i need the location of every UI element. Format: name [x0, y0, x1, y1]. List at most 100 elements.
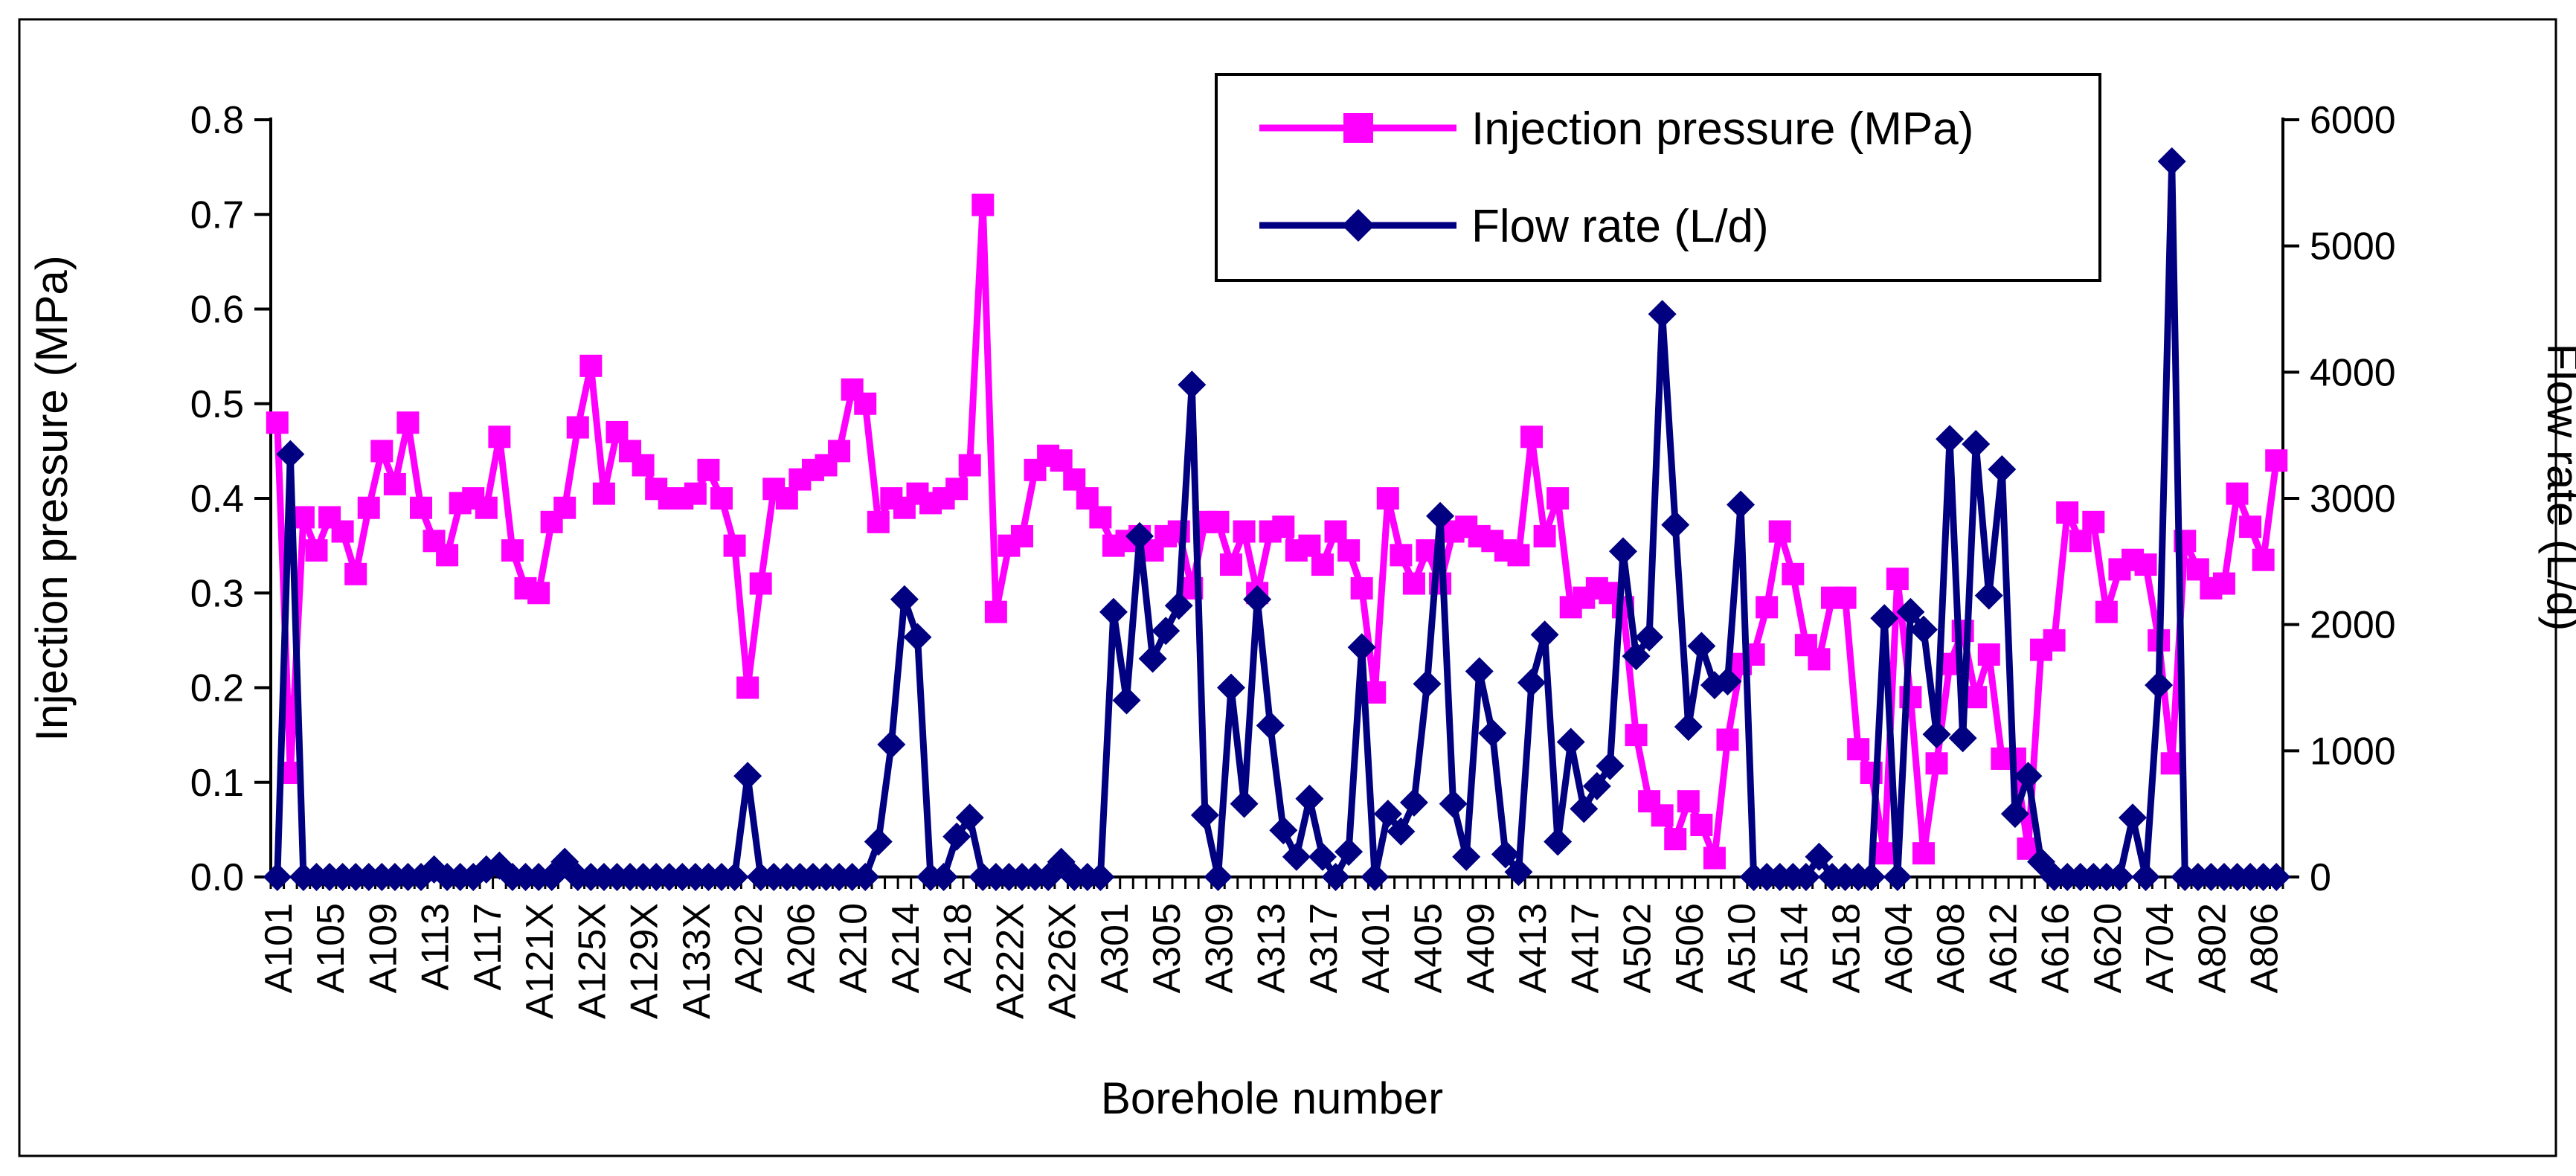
flow-marker — [1256, 711, 1285, 740]
pressure-marker — [1965, 686, 1988, 709]
pressure-marker — [1546, 487, 1570, 510]
x-axis-tick-label: A506 — [1668, 903, 1712, 993]
left-axis-tick-label: 0.5 — [190, 383, 244, 426]
flow-marker — [1805, 842, 1834, 871]
flow-marker — [1204, 863, 1233, 891]
pressure-marker — [1977, 643, 2000, 666]
pressure-marker — [475, 496, 498, 519]
pressure-marker — [1311, 553, 1334, 576]
x-axis-tick-label: A604 — [1878, 903, 1921, 993]
pressure-marker — [1886, 568, 1909, 591]
pressure-marker — [945, 478, 969, 501]
flow-marker — [851, 863, 880, 891]
flow-marker — [1452, 842, 1481, 871]
flow-marker — [877, 730, 906, 759]
flow-marker — [2262, 863, 2291, 891]
x-axis-tick-label: A305 — [1146, 903, 1189, 993]
x-axis-tick-label: A514 — [1773, 903, 1816, 993]
pressure-marker — [684, 482, 707, 505]
flow-marker — [276, 440, 305, 469]
pressure-marker — [409, 496, 432, 519]
flow-marker — [1608, 537, 1637, 566]
x-axis-tick-label: A401 — [1355, 903, 1398, 993]
flow-marker — [864, 827, 893, 856]
x-axis-tick-label: A317 — [1303, 903, 1346, 993]
pressure-marker — [1063, 468, 1086, 491]
x-axis-tick-label: A133X — [675, 903, 719, 1019]
flow-marker — [720, 863, 749, 891]
flow-marker — [1674, 713, 1703, 742]
x-axis-tick-label: A226X — [1041, 903, 1085, 1019]
flow-marker — [1948, 724, 1977, 753]
pressure-marker — [1782, 562, 1805, 585]
pressure-marker — [2186, 558, 2209, 581]
pressure-marker — [501, 539, 524, 562]
right-axis-tick-label: 5000 — [2310, 225, 2396, 269]
flow-marker — [1361, 863, 1390, 891]
x-axis-tick-label: A301 — [1093, 903, 1137, 993]
pressure-marker — [1834, 586, 1857, 609]
x-axis-tick-label: A612 — [1982, 903, 2025, 993]
flow-marker — [1870, 604, 1899, 633]
flow-marker — [1517, 668, 1546, 697]
flow-marker — [2105, 863, 2134, 891]
flow-marker — [929, 863, 958, 891]
pressure-marker — [1768, 520, 1791, 543]
x-axis-tick-label: A620 — [2087, 903, 2130, 993]
pressure-marker — [1233, 520, 1256, 543]
x-axis-tick-label: A101 — [257, 903, 301, 993]
x-axis-tick-label: A214 — [884, 903, 928, 993]
pressure-marker — [592, 482, 615, 505]
x-axis-tick-label: A409 — [1459, 903, 1503, 993]
pressure-marker — [854, 392, 877, 415]
pressure-marker — [1664, 828, 1687, 851]
pressure-marker — [1690, 814, 1713, 837]
x-axis-tick-label: A405 — [1407, 903, 1450, 993]
x-axis-tick-label: A109 — [362, 903, 405, 993]
pressure-marker — [2056, 501, 2079, 524]
flow-marker — [1347, 633, 1376, 662]
flow-marker — [1190, 800, 1219, 829]
pressure-marker — [958, 454, 981, 477]
pressure-marker — [1533, 524, 1556, 547]
pressure-marker — [828, 440, 851, 463]
flow-marker — [1570, 794, 1599, 823]
pressure-marker — [579, 354, 603, 377]
flow-marker — [1295, 784, 1324, 813]
legend-pressure-label: Injection pressure (MPa) — [1471, 103, 1973, 155]
pressure-marker — [1520, 425, 1544, 449]
left-axis-title: Injection pressure (MPa) — [27, 255, 77, 742]
flow-marker — [1152, 617, 1181, 646]
x-axis-tick-label: A210 — [832, 903, 876, 993]
x-axis-tick-label: A608 — [1930, 903, 1973, 993]
pressure-marker — [357, 496, 380, 519]
pressure-marker — [1089, 506, 1112, 529]
legend-box — [1215, 73, 2101, 282]
pressure-marker — [1925, 752, 1948, 775]
right-axis-tick-label: 0 — [2310, 856, 2331, 899]
pressure-marker — [984, 600, 1007, 623]
flow-marker — [1334, 838, 1364, 867]
axes: 0.0 0.1 0.2 0.3 0.4 0.5 0.6 0.7 0.8 0 1000 2000 3000… — [190, 99, 2396, 1019]
flow-marker — [1413, 669, 1442, 698]
pressure-marker — [632, 454, 655, 477]
x-axis-title: Borehole number — [1101, 1073, 1443, 1123]
flow-marker — [1439, 789, 1468, 818]
flow-marker — [1465, 657, 1494, 686]
pressure-marker — [1207, 510, 1230, 533]
pressure-marker — [1756, 596, 1779, 619]
x-axis-tick-label: A417 — [1564, 903, 1607, 993]
x-axis-tick-label: A704 — [2139, 903, 2182, 993]
flow-marker — [1896, 597, 1925, 626]
left-axis-tick-label: 0.0 — [190, 856, 244, 899]
flow-marker — [1556, 727, 1585, 756]
legend-pressure-marker-icon — [1259, 113, 1456, 143]
flow-marker — [2157, 147, 2186, 176]
pressure-marker — [436, 544, 459, 567]
pressure-marker — [1272, 515, 1295, 539]
pressure-marker — [2069, 530, 2092, 553]
flow-marker — [1936, 425, 1965, 454]
pressure-marker — [1808, 648, 1831, 671]
pressure-marker — [2212, 572, 2235, 595]
